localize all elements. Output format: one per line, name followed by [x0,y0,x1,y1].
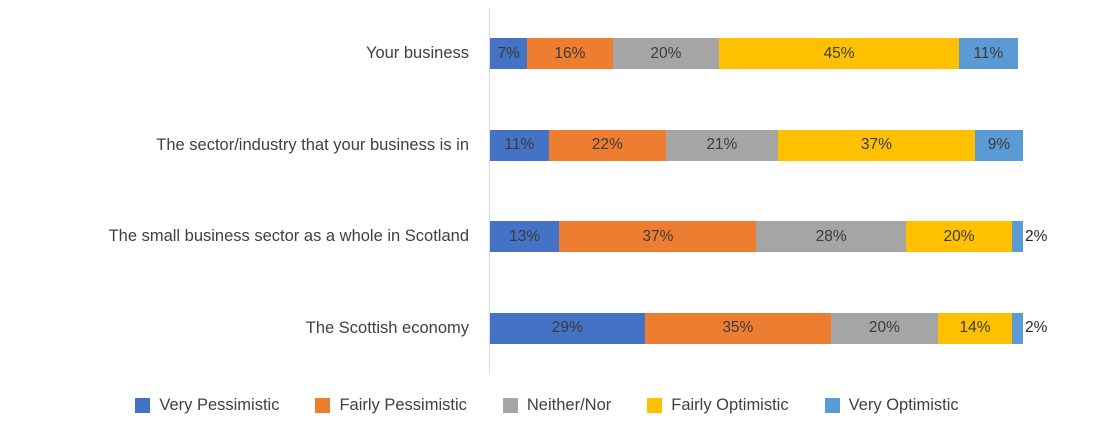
legend-item: Very Pessimistic [135,396,279,415]
data-label: 28% [815,227,847,245]
category-label: Your business [365,44,469,63]
legend-swatch [502,398,518,413]
bar-segment: 35% [644,312,832,344]
stacked-bar: 29% 35% 20% 14% 2% [490,312,1047,344]
plot-area: Your business 7% 16% 20% 45% 11% The sector/in… [0,8,1094,374]
category-label: The sector/industry that your business i… [156,135,469,154]
data-label: 7% [497,44,520,62]
bar-segment: 16% [527,38,613,70]
data-label: 2% [1024,227,1048,245]
data-label: 14% [959,319,991,337]
bar-segment: 29% [490,312,645,344]
y-axis-line [489,8,490,374]
bar-segment: 45% [719,38,959,70]
legend-item: Very Optimistic [824,396,959,415]
data-label: 22% [591,136,623,154]
data-label: 16% [554,44,586,62]
legend-label: Fairly Optimistic [671,396,789,414]
legend-swatch [824,398,840,413]
bar-segment: 37% [777,129,975,161]
legend-label: Very Pessimistic [159,396,280,414]
legend-item: Fairly Pessimistic [315,396,467,415]
category-label: The small business sector as a whole in … [108,227,469,246]
legend-label: Very Optimistic [848,396,959,414]
bar-segment: 20% [905,221,1013,253]
data-label: 35% [722,319,754,337]
bar-segment: 2% [1012,221,1047,253]
bar-segment: 28% [756,221,906,253]
bar-segment: 9% [975,129,1023,161]
data-label: 13% [509,227,541,245]
data-label: 9% [987,136,1011,154]
bar-segment: 13% [490,221,560,253]
data-label: 20% [868,319,900,337]
data-label: 37% [642,227,674,245]
chart-row: The sector/industry that your business i… [0,100,1094,192]
bar-segment: 11% [959,38,1018,70]
legend-swatch [315,398,331,413]
legend-label: Fairly Pessimistic [339,396,467,414]
bar-segment: 20% [831,312,938,344]
data-label: 20% [650,44,682,62]
data-label: 2% [1024,319,1048,337]
bar-segment: 7% [490,38,528,70]
legend-label: Neither/Nor [526,396,612,414]
data-label: 21% [706,136,738,154]
data-label: 20% [943,227,975,245]
legend-swatch [647,398,663,413]
bar-segment: 37% [559,221,757,253]
legend-swatch [135,398,151,413]
legend-item: Neither/Nor [502,396,612,415]
data-label: 29% [551,319,583,337]
bar-segment: 14% [937,312,1013,344]
data-label: 11% [973,44,1004,62]
stacked-bar: 11% 22% 21% 37% 9% [490,129,1023,161]
chart-legend: Very Pessimistic Fairly Pessimistic Neithe… [0,396,1094,415]
category-label: The Scottish economy [305,318,469,337]
data-label: 37% [860,136,892,154]
stacked-bar: 7% 16% 20% 45% 11% [490,38,1023,70]
data-label: 11% [504,136,535,154]
bar-segment: 11% [490,129,549,161]
bar-segment: 22% [548,129,666,161]
data-label: 45% [823,44,855,62]
chart-row: The small business sector as a whole in … [0,191,1094,283]
chart-row: The Scottish economy 29% 35% 20% 14% 2% [0,283,1094,375]
stacked-bar: 13% 37% 28% 20% 2% [490,221,1047,253]
bar-segment: 20% [612,38,720,70]
legend-item: Fairly Optimistic [647,396,789,415]
bar-segment: 2% [1012,312,1047,344]
chart-row: Your business 7% 16% 20% 45% 11% [0,8,1094,100]
bar-segment: 21% [665,129,778,161]
